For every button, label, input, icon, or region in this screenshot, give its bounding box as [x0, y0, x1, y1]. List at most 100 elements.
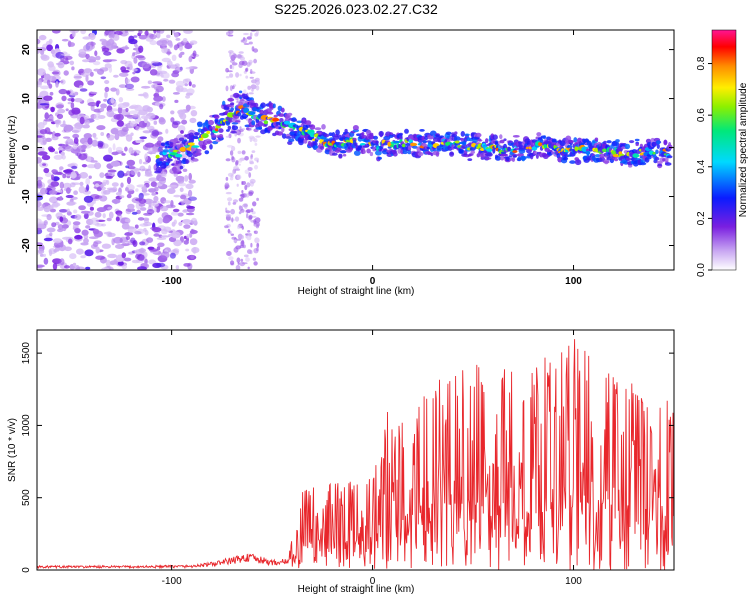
noise-blob [102, 213, 106, 219]
ridge-blob [536, 132, 542, 137]
noise-blob [153, 195, 159, 202]
noise-blob [56, 189, 63, 193]
noise-blob [173, 44, 178, 51]
y-tick-label: 1000 [21, 414, 32, 437]
noise-blob [95, 246, 100, 254]
noise-blob [239, 56, 245, 61]
ridge-blob [251, 120, 256, 126]
noise-blob [103, 181, 107, 187]
noise-blob [41, 204, 45, 209]
noise-blob [117, 170, 125, 178]
noise-blob [179, 113, 187, 120]
noise-blob [250, 69, 253, 74]
noise-blob [245, 257, 250, 262]
noise-blob [152, 83, 159, 89]
noise-blob [189, 40, 198, 45]
noise-blob [120, 182, 124, 188]
noise-blob [141, 61, 150, 69]
ridge-blob [281, 133, 287, 139]
noise-blob [237, 150, 242, 155]
noise-blob [71, 182, 81, 185]
noise-blob [255, 135, 261, 138]
noise-blob [151, 200, 160, 204]
noise-blob [188, 81, 192, 87]
noise-blob [142, 105, 151, 112]
noise-blob [56, 104, 64, 109]
noise-blob [81, 164, 87, 168]
noise-blob [179, 187, 184, 193]
noise-blob [143, 198, 154, 205]
noise-blob [82, 59, 90, 63]
noise-blob [109, 211, 114, 219]
noise-blob [72, 221, 81, 226]
noise-blob [46, 227, 56, 233]
ridge-blob [422, 140, 427, 143]
noise-blob [182, 209, 189, 213]
noise-blob [182, 38, 188, 43]
noise-blob [135, 139, 143, 144]
ridge-core [226, 112, 235, 118]
noise-blob [57, 228, 64, 233]
ridge-blob [566, 144, 573, 149]
noise-blob [89, 71, 94, 77]
noise-blob [117, 106, 123, 114]
noise-blob [237, 224, 241, 230]
ridge-blob [231, 122, 239, 125]
ridge-blob [246, 127, 250, 130]
noise-blob [188, 179, 196, 184]
ridge-blob [338, 153, 343, 159]
noise-blob [253, 261, 258, 266]
noise-blob [231, 85, 235, 90]
ridge-blob [655, 149, 659, 155]
noise-blob [144, 30, 149, 36]
noise-blob [105, 175, 113, 180]
chart-title: S225.2026.023.02.27.C32 [274, 1, 438, 17]
noise-blob [121, 223, 130, 230]
noise-blob [132, 52, 135, 57]
noise-blob [238, 51, 244, 54]
ridge-blob [662, 158, 666, 162]
noise-blob [71, 107, 81, 115]
ridge-blob [451, 133, 457, 138]
noise-blob [129, 121, 138, 127]
noise-blob [246, 235, 252, 241]
noise-blob [151, 151, 157, 155]
noise-blob [67, 101, 72, 105]
ridge-blob [387, 146, 392, 149]
noise-blob [248, 41, 253, 45]
noise-blob [61, 38, 69, 42]
noise-blob [169, 42, 173, 48]
noise-blob [141, 168, 151, 172]
noise-blob [99, 195, 108, 202]
noise-blob [74, 91, 79, 96]
ridge-core [512, 150, 518, 153]
ridge-blob [228, 119, 233, 123]
noise-blob [138, 34, 148, 40]
noise-blob [88, 175, 92, 179]
noise-blob [181, 200, 185, 206]
ridge-blob [238, 90, 243, 94]
noise-blob [74, 98, 83, 103]
noise-blob [239, 194, 242, 197]
noise-blob [39, 103, 50, 106]
noise-blob [188, 196, 197, 201]
noise-blob [121, 46, 130, 50]
noise-blob [40, 54, 50, 61]
noise-blob [165, 128, 169, 134]
noise-blob [50, 106, 55, 113]
noise-blob [43, 237, 53, 242]
noise-blob [107, 253, 117, 259]
noise-blob [254, 164, 258, 170]
noise-blob [46, 213, 52, 221]
noise-blob [79, 85, 84, 89]
noise-blob [51, 222, 57, 228]
noise-blob [247, 230, 251, 233]
noise-blob [108, 188, 117, 193]
noise-blob [38, 79, 42, 86]
noise-blob [241, 150, 246, 155]
noise-blob [140, 115, 150, 120]
noise-blob [143, 92, 149, 99]
ridge-blob [512, 135, 520, 138]
ridge-core [272, 117, 280, 122]
noise-blob [126, 159, 136, 167]
